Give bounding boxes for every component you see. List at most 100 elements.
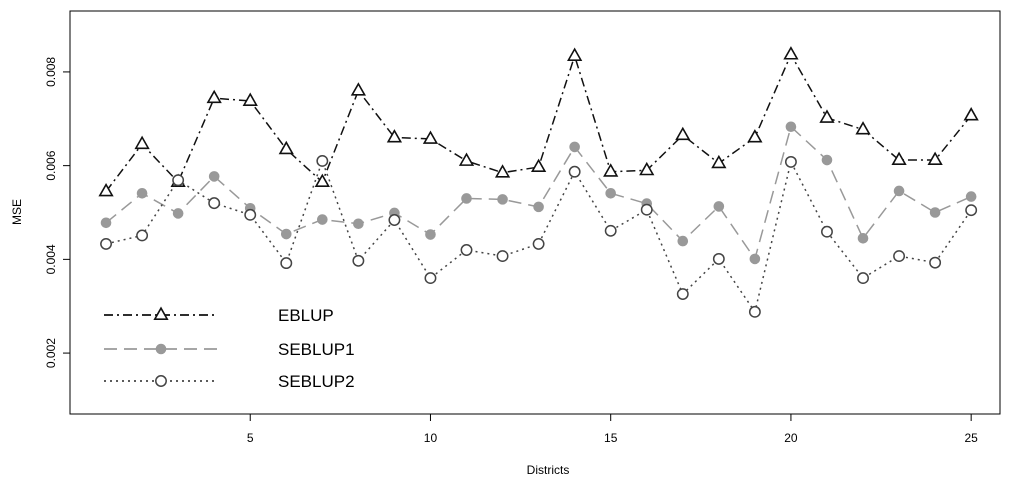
data-point bbox=[783, 46, 799, 60]
data-point bbox=[891, 151, 907, 165]
y-tick-label: 0.008 bbox=[44, 57, 58, 87]
data-point bbox=[314, 173, 330, 188]
data-point bbox=[819, 109, 835, 123]
data-point bbox=[893, 185, 905, 197]
x-tick-label: 5 bbox=[247, 431, 254, 445]
y-axis: 0.002 0.004 0.006 0.008 bbox=[44, 57, 71, 368]
data-point bbox=[604, 224, 617, 237]
data-point bbox=[100, 237, 112, 250]
data-point bbox=[458, 152, 475, 166]
data-point bbox=[749, 253, 761, 265]
data-point bbox=[461, 193, 472, 204]
x-tick-label: 10 bbox=[424, 431, 438, 445]
data-point bbox=[676, 288, 689, 300]
x-axis: 5 10 15 20 25 bbox=[247, 413, 978, 445]
x-tick-label: 25 bbox=[964, 431, 978, 445]
y-tick-label: 0.004 bbox=[44, 244, 58, 274]
data-point bbox=[748, 305, 761, 318]
data-point bbox=[424, 272, 437, 285]
data-point bbox=[98, 182, 114, 197]
data-point bbox=[855, 121, 871, 135]
data-point bbox=[965, 191, 977, 202]
data-point bbox=[675, 126, 691, 141]
data-point bbox=[494, 164, 511, 178]
data-point bbox=[425, 229, 436, 240]
legend: EBLUP SEBLUP1 SEBLUP2 bbox=[104, 306, 355, 391]
data-point bbox=[386, 129, 403, 143]
data-point bbox=[172, 174, 185, 187]
data-point bbox=[208, 171, 220, 182]
data-point bbox=[785, 121, 797, 133]
x-tick-label: 15 bbox=[604, 431, 618, 445]
data-point bbox=[965, 204, 978, 217]
legend-label: SEBLUP2 bbox=[278, 372, 355, 391]
legend-marker bbox=[153, 306, 169, 320]
y-tick-label: 0.006 bbox=[44, 150, 58, 180]
legend-item: EBLUP bbox=[104, 306, 334, 325]
data-point bbox=[929, 207, 941, 218]
data-point bbox=[280, 257, 293, 270]
data-point bbox=[353, 218, 364, 230]
data-point bbox=[821, 225, 833, 238]
data-point bbox=[533, 201, 544, 213]
y-axis-title: MSE bbox=[10, 199, 24, 225]
series-line bbox=[105, 158, 972, 314]
data-point bbox=[784, 155, 797, 168]
data-point bbox=[857, 272, 869, 285]
data-point bbox=[422, 130, 439, 144]
legend-item: SEBLUP1 bbox=[104, 340, 355, 359]
data-point bbox=[893, 250, 906, 263]
legend-label: SEBLUP1 bbox=[278, 340, 355, 359]
data-point bbox=[100, 217, 112, 229]
x-axis-title: Districts bbox=[527, 463, 570, 477]
data-point bbox=[677, 235, 689, 247]
legend-marker bbox=[155, 343, 167, 355]
data-point bbox=[352, 254, 365, 267]
data-point bbox=[208, 197, 221, 210]
data-point bbox=[280, 228, 292, 240]
data-point bbox=[134, 135, 150, 150]
data-point bbox=[244, 208, 257, 221]
series-layer bbox=[98, 46, 979, 318]
plot-frame bbox=[69, 10, 1001, 415]
legend-label: EBLUP bbox=[278, 306, 334, 325]
data-point bbox=[242, 92, 258, 106]
data-point bbox=[136, 229, 149, 242]
series-eblup bbox=[98, 46, 979, 197]
data-point bbox=[603, 163, 619, 177]
data-point bbox=[497, 194, 508, 205]
data-point bbox=[639, 161, 655, 176]
data-point bbox=[460, 244, 473, 256]
data-point bbox=[857, 232, 869, 244]
data-point bbox=[317, 214, 328, 225]
data-point bbox=[172, 208, 184, 219]
data-point bbox=[821, 154, 833, 166]
data-point bbox=[206, 89, 222, 104]
data-point bbox=[963, 107, 979, 121]
data-point bbox=[532, 237, 545, 250]
legend-marker bbox=[155, 375, 167, 387]
data-point bbox=[136, 187, 148, 199]
x-tick-label: 20 bbox=[784, 431, 798, 445]
data-point bbox=[711, 154, 727, 169]
data-point bbox=[388, 214, 401, 226]
data-point bbox=[713, 201, 725, 212]
data-point bbox=[567, 47, 583, 61]
data-point bbox=[496, 250, 509, 263]
legend-item: SEBLUP2 bbox=[104, 372, 355, 391]
data-point bbox=[569, 141, 580, 153]
series-seblup2 bbox=[100, 155, 978, 318]
y-tick-label: 0.002 bbox=[44, 338, 58, 368]
data-point bbox=[316, 155, 329, 167]
data-point bbox=[568, 165, 581, 178]
data-point bbox=[530, 158, 547, 173]
data-point bbox=[605, 187, 616, 199]
data-point bbox=[350, 82, 366, 96]
data-point bbox=[747, 129, 763, 143]
data-point bbox=[278, 140, 294, 155]
data-point bbox=[929, 256, 942, 269]
data-point bbox=[712, 252, 725, 265]
data-point bbox=[927, 151, 943, 165]
data-point bbox=[640, 203, 653, 216]
